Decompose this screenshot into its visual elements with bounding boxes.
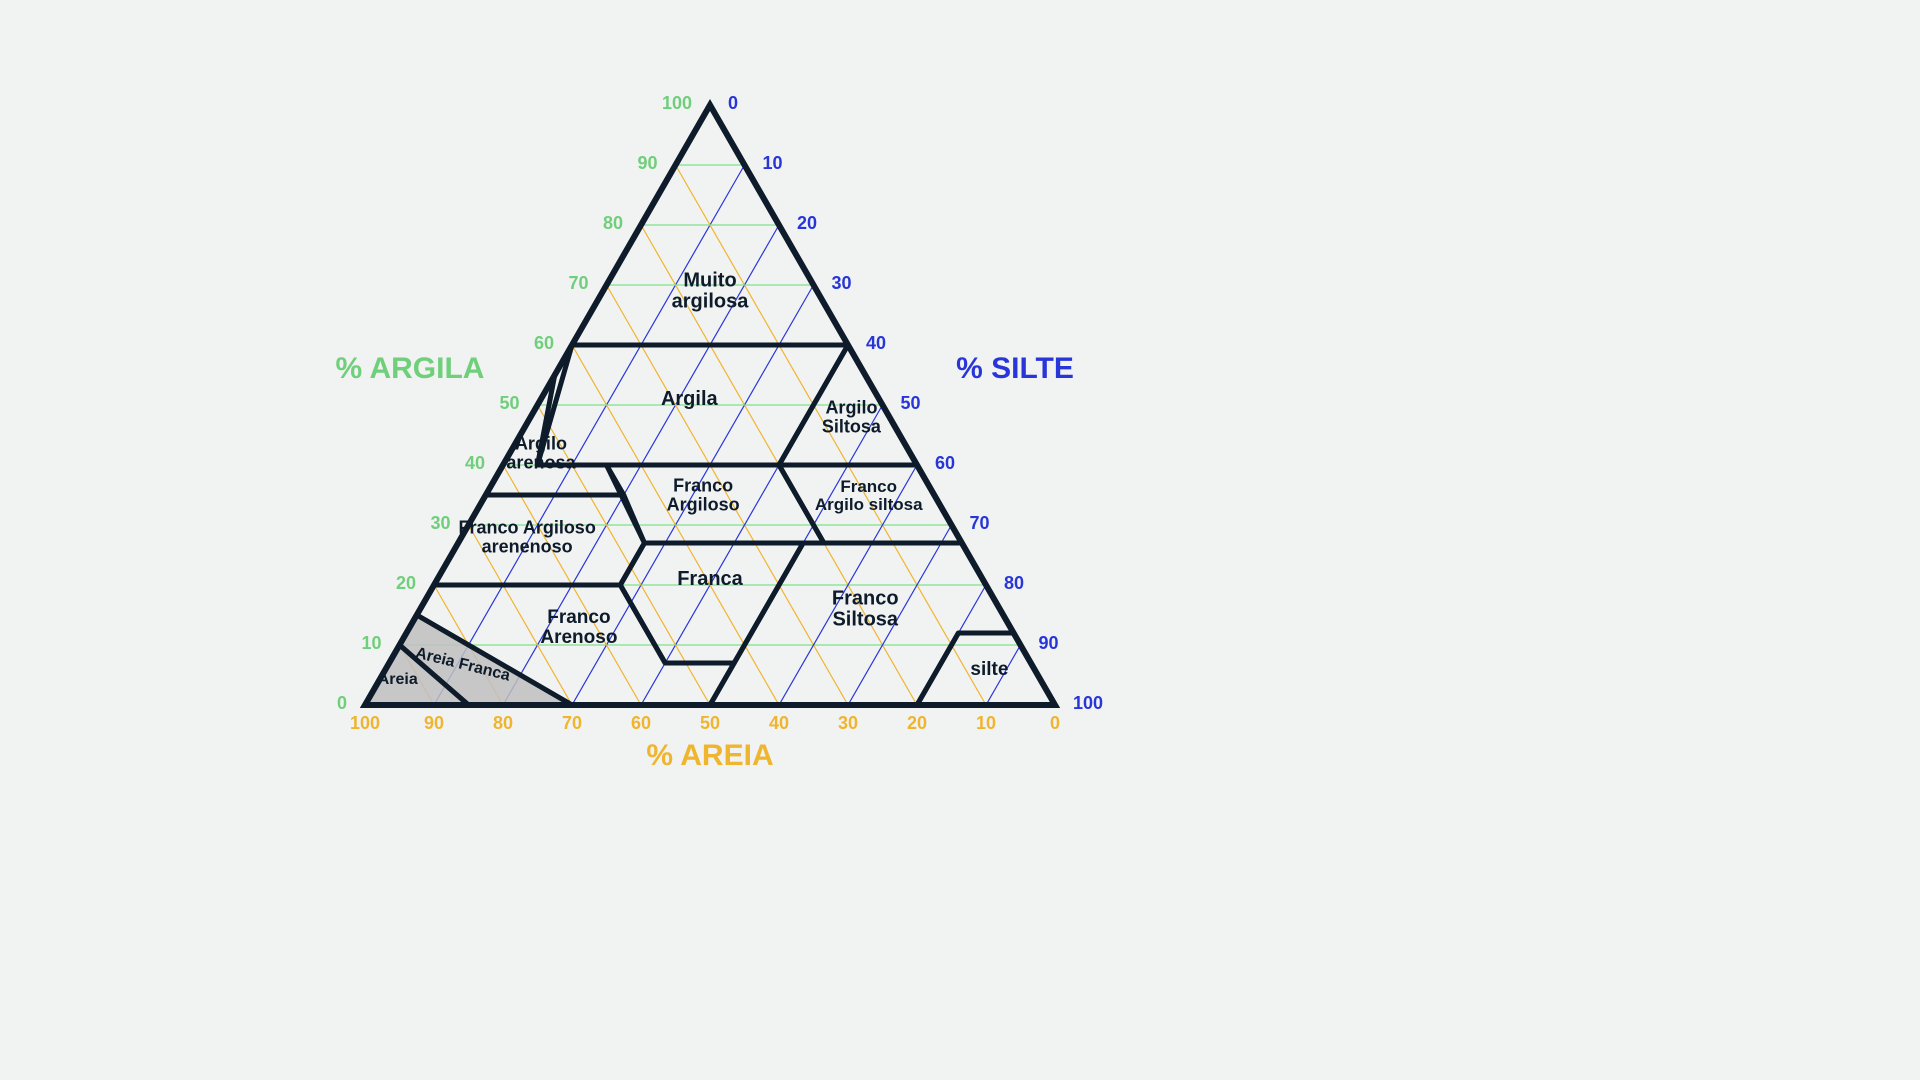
label-areia: Areia: [378, 671, 418, 688]
axis-title-silt: % SILTE: [956, 352, 1074, 385]
sand-tick-50: 50: [700, 713, 720, 733]
clay-tick-50: 50: [499, 393, 519, 413]
label-argilo-arenosa: Argiloarenosa: [506, 434, 576, 473]
clay-tick-0: 0: [337, 693, 347, 713]
sand-tick-90: 90: [424, 713, 444, 733]
sand-tick-100: 100: [350, 713, 380, 733]
silt-tick-80: 80: [1004, 573, 1024, 593]
silt-tick-10: 10: [763, 153, 783, 173]
silt-tick-60: 60: [935, 453, 955, 473]
silt-tick-0: 0: [728, 93, 738, 113]
silt-tick-90: 90: [1039, 633, 1059, 653]
sand-tick-10: 10: [976, 713, 996, 733]
label-franco-arenoso: FrancoArenoso: [540, 607, 617, 648]
axis-title-clay: % ARGILA: [336, 352, 485, 385]
label-argilo-siltosa: ArgiloSiltosa: [822, 398, 882, 437]
silt-tick-70: 70: [970, 513, 990, 533]
silt-tick-100: 100: [1073, 693, 1103, 713]
label-franca: Franca: [677, 568, 743, 590]
sand-tick-60: 60: [631, 713, 651, 733]
sand-tick-0: 0: [1050, 713, 1060, 733]
label-silte: silte: [970, 659, 1008, 680]
sand-tick-30: 30: [838, 713, 858, 733]
silt-tick-40: 40: [866, 333, 886, 353]
clay-tick-100: 100: [662, 93, 692, 113]
clay-tick-30: 30: [430, 513, 450, 533]
silt-tick-50: 50: [901, 393, 921, 413]
clay-tick-60: 60: [534, 333, 554, 353]
sand-tick-80: 80: [493, 713, 513, 733]
silt-tick-20: 20: [797, 213, 817, 233]
clay-tick-10: 10: [361, 633, 381, 653]
clay-tick-90: 90: [637, 153, 657, 173]
clay-tick-70: 70: [568, 273, 588, 293]
clay-tick-80: 80: [603, 213, 623, 233]
sand-tick-70: 70: [562, 713, 582, 733]
clay-tick-20: 20: [396, 573, 416, 593]
label-franco-siltosa: FrancoSiltosa: [832, 588, 899, 631]
soil-texture-triangle: MuitoargilosaArgilaArgiloSiltosaArgiloar…: [0, 0, 1920, 1080]
axis-title-sand: % AREIA: [646, 739, 773, 772]
silt-tick-30: 30: [832, 273, 852, 293]
clay-tick-40: 40: [465, 453, 485, 473]
label-argila: Argila: [661, 388, 719, 410]
sand-tick-20: 20: [907, 713, 927, 733]
label-franco-argiloso: FrancoArgiloso: [667, 476, 740, 515]
sand-tick-40: 40: [769, 713, 789, 733]
